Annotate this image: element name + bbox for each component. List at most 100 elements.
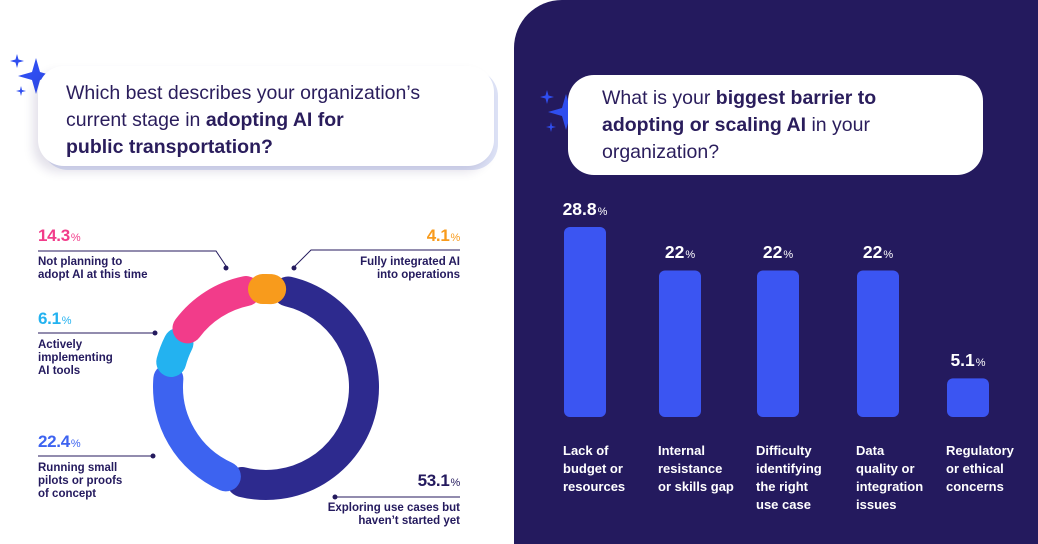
percent-sign: % bbox=[975, 357, 986, 370]
slice-label-exploring: 53.1% Exploring use cases but haven’t st… bbox=[328, 471, 461, 528]
bar-base bbox=[857, 405, 899, 411]
slice-value: 22.4% bbox=[38, 432, 122, 452]
slice-value-number: 14.3 bbox=[38, 226, 70, 245]
bar-value-number: 22 bbox=[762, 242, 783, 263]
bar-category-line: issues bbox=[856, 497, 897, 512]
percent-sign: % bbox=[597, 206, 608, 218]
question-line: public transportation? bbox=[66, 134, 474, 161]
slice-description: Running small pilots or proofs of concep… bbox=[38, 462, 122, 501]
donut-slice bbox=[227, 276, 380, 500]
leader-dot bbox=[152, 330, 158, 336]
slice-label-not-planning: 14.3% Not planning to adopt AI at this t… bbox=[38, 226, 147, 282]
percent-sign: % bbox=[70, 438, 81, 450]
slice-desc-line: pilots or proofs bbox=[38, 475, 123, 487]
slice-desc-line: Actively bbox=[38, 339, 83, 351]
slice-desc-line: Fully integrated AI bbox=[360, 256, 460, 268]
bar-category-line: integration bbox=[856, 479, 924, 494]
slice-description: Actively implementing AI tools bbox=[38, 339, 113, 378]
bar bbox=[757, 270, 799, 417]
bar-category-line: concerns bbox=[946, 479, 1004, 494]
slice-value-number: 53.1 bbox=[417, 471, 450, 490]
bar-chart bbox=[564, 227, 989, 417]
bar-category-label: Internal resistance or skills gap bbox=[658, 442, 742, 496]
bar-value-label: 22% bbox=[828, 242, 928, 263]
slice-label-actively-implementing: 6.1% Actively implementing AI tools bbox=[38, 309, 113, 378]
bar-category-line: the right bbox=[756, 479, 808, 494]
bar-category-line: Difficulty bbox=[756, 443, 812, 458]
bar-value-label: 22% bbox=[728, 242, 828, 263]
leader-dot bbox=[150, 453, 156, 459]
slice-desc-line: into operations bbox=[376, 269, 460, 281]
bar-category-line: use case bbox=[756, 497, 811, 512]
bar bbox=[857, 270, 899, 417]
bar-base bbox=[947, 405, 989, 411]
percent-sign: % bbox=[61, 315, 72, 327]
question-text: What is your bbox=[602, 87, 716, 109]
right-question-card: What is your biggest barrier to adopting… bbox=[568, 75, 983, 175]
slice-desc-line: implementing bbox=[38, 352, 113, 364]
leader-line bbox=[294, 249, 460, 267]
bar bbox=[947, 378, 989, 417]
bar-category-line: resistance bbox=[658, 461, 723, 476]
slice-value: 6.1% bbox=[38, 309, 113, 329]
bar-base bbox=[659, 405, 701, 411]
question-line: adopting or scaling AI in your bbox=[602, 112, 963, 139]
slice-label-running-pilots: 22.4% Running small pilots or proofs of … bbox=[38, 432, 122, 501]
question-emphasis: adopting or scaling AI bbox=[602, 114, 807, 136]
question-emphasis: public transportation? bbox=[66, 136, 273, 158]
slice-description: Exploring use cases but haven’t started … bbox=[328, 502, 460, 528]
bar-category-line: Regulatory bbox=[946, 443, 1014, 458]
donut-slice bbox=[156, 327, 194, 377]
percent-sign: % bbox=[70, 232, 81, 244]
sparkle-icon bbox=[540, 90, 584, 132]
slice-label-fully-integrated: 4.1% Fully integrated AI into operations bbox=[360, 226, 460, 282]
question-line: current stage in adopting AI for bbox=[66, 107, 474, 134]
percent-sign: % bbox=[450, 477, 461, 489]
bar-value-number: 22 bbox=[862, 242, 883, 263]
bar-value-number: 5.1 bbox=[950, 350, 975, 371]
bar-base bbox=[564, 405, 606, 411]
donut-slice bbox=[153, 363, 241, 492]
question-line: Which best describes your organization’s bbox=[66, 82, 421, 104]
bar-category-line: quality or bbox=[856, 461, 915, 476]
donut-slice bbox=[172, 276, 262, 344]
left-question-card: Which best describes your organization’s… bbox=[38, 66, 494, 166]
slice-value: 4.1% bbox=[360, 226, 461, 246]
donut-chart bbox=[38, 249, 460, 500]
slice-value-number: 22.4 bbox=[38, 432, 70, 451]
bar-category-line: budget or bbox=[563, 461, 623, 476]
percent-sign: % bbox=[883, 249, 894, 262]
slice-description: Fully integrated AI into operations bbox=[360, 256, 460, 282]
bar-category-line: or skills gap bbox=[658, 479, 734, 494]
bar-category-line: Data bbox=[856, 443, 885, 458]
question-line: What is your biggest barrier to bbox=[602, 85, 963, 112]
bar-category-label: Lack of budget or resources bbox=[563, 442, 647, 496]
percent-sign: % bbox=[685, 249, 696, 262]
question-emphasis: biggest barrier to bbox=[715, 87, 877, 109]
bar-category-label: Difficulty identifying the right use case bbox=[756, 442, 840, 514]
slice-value-number: 6.1 bbox=[38, 309, 61, 328]
bar-base bbox=[757, 405, 799, 411]
bar-value-label: 22% bbox=[630, 242, 730, 263]
slice-desc-line: adopt AI at this time bbox=[38, 269, 148, 281]
bar-value-number: 28.8 bbox=[562, 199, 597, 219]
slice-value: 53.1% bbox=[328, 471, 461, 491]
leader-dot bbox=[291, 265, 297, 271]
bar bbox=[659, 270, 701, 417]
question-text: current stage in bbox=[66, 109, 206, 131]
slice-desc-line: Running small bbox=[38, 462, 118, 474]
leader-dot bbox=[332, 494, 338, 500]
bar-value-label: 28.8% bbox=[535, 199, 635, 220]
sparkle-icon bbox=[10, 54, 54, 96]
bar-category-label: Regulatory or ethical concerns bbox=[946, 442, 1030, 496]
slice-desc-line: AI tools bbox=[38, 365, 81, 377]
percent-sign: % bbox=[450, 232, 461, 244]
question-emphasis: adopting AI for bbox=[205, 109, 344, 131]
leader-dot bbox=[223, 265, 229, 271]
bar-category-line: Internal bbox=[658, 443, 705, 458]
slice-value: 14.3% bbox=[38, 226, 147, 246]
slice-desc-line: of concept bbox=[38, 488, 97, 500]
bar-category-line: or ethical bbox=[946, 461, 1004, 476]
bar-category-line: Lack of bbox=[563, 443, 609, 458]
bar-value-number: 22 bbox=[664, 242, 685, 263]
